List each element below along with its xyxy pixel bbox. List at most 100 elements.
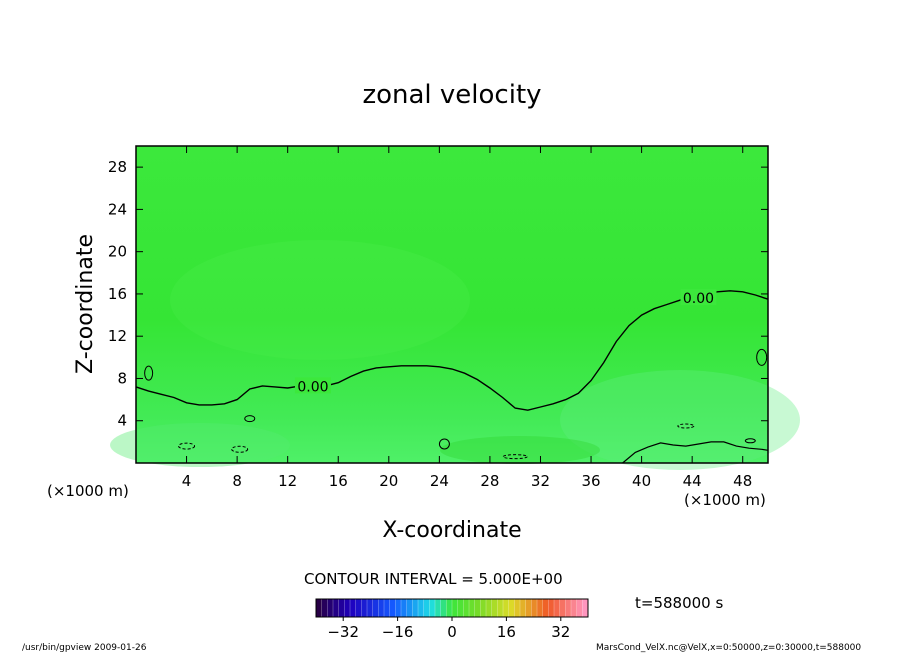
colorbar-cell [338,599,345,617]
negative-contour [677,423,695,429]
x-tick-label: 16 [329,472,348,490]
colorbar-cell [542,599,549,617]
colorbar-cell [520,599,526,617]
small-contour [244,415,256,423]
small-contour [144,365,154,381]
colorbar-cell [406,599,413,617]
y-tick-label: 12 [108,327,127,345]
colorbar-cell [344,599,351,617]
colorbar-cell [361,599,368,617]
colorbar-cell [316,599,322,617]
x-axis-label: X-coordinate [382,518,521,543]
x-tick-label: 12 [278,472,297,490]
x-unit-left: (×1000 m) [47,482,129,500]
negative-contour [502,454,528,460]
colorbar-cell [355,599,362,617]
colorbar-cell [480,599,487,617]
field-shade [560,370,800,470]
negative-contour [178,442,196,450]
negative-contour [231,445,249,453]
colorbar-cell [423,599,430,617]
colorbar-cell [576,599,583,617]
colorbar-tick-label: −16 [382,623,414,641]
colorbar-cell [463,599,470,617]
x-tick-label: 4 [182,472,192,490]
x-tick-label: 24 [430,472,449,490]
colorbar-cell [582,599,589,617]
colorbar-tick-label: 16 [497,623,516,641]
colorbar-cell [367,599,373,617]
colorbar [315,598,589,618]
colorbar-tick-label: 32 [551,623,570,641]
colorbar-cell [321,599,328,617]
footer-left: /usr/bin/gpview 2009-01-26 [22,643,147,653]
x-tick-label: 20 [379,472,398,490]
y-tick-label: 16 [108,285,127,303]
colorbar-cell [395,599,402,617]
y-tick-label: 4 [117,412,127,430]
small-contour [438,438,450,450]
colorbar-cell [372,599,379,617]
time-label: t=588000 s [635,594,723,612]
colorbar-ticks: −32 −16 0 16 32 [327,617,570,641]
colorbar-cell [378,599,385,617]
near-surface-contour-line [622,441,769,464]
small-contour [744,438,756,444]
y-tick-label: 28 [108,158,127,176]
colorbar-cell [440,599,447,617]
colorbar-cell [435,599,441,617]
x-tick-label: 40 [632,472,651,490]
colorbar-cell [350,599,356,617]
x-tick-label: 8 [232,472,242,490]
contour-label: 0.00 [683,291,714,307]
x-unit-right: (×1000 m) [684,491,766,509]
contour-label-bg [680,289,717,306]
colorbar-cell [333,599,339,617]
colorbar-cell [537,599,543,617]
colorbar-cell [508,599,515,617]
colorbar-cell [559,599,566,617]
colorbar-tick-label: 0 [447,623,457,641]
y-tick-label: 20 [108,243,127,261]
x-tick-label: 44 [683,472,702,490]
field-shade [440,436,600,464]
y-axis-ticks: 4 8 12 16 20 24 28 [108,158,768,430]
colorbar-cell [486,599,492,617]
small-contour [756,348,768,366]
colorbar-cell [571,599,577,617]
x-axis-ticks: 4 8 12 16 20 24 28 32 36 40 44 48 [182,146,752,490]
plot-frame [135,145,769,464]
colorbar-cell [503,599,509,617]
contour-label-bg [294,377,331,394]
colorbar-cell [565,599,572,617]
colorbar-cell [474,599,481,617]
colorbar-cell [429,599,436,617]
contour-label: 0.00 [297,379,328,395]
y-axis-label: Z-coordinate [73,234,98,374]
x-tick-label: 36 [581,472,600,490]
colorbar-cell [514,599,521,617]
colorbar-cell [389,599,396,617]
colorbar-cell [452,599,458,617]
colorbar-cell [457,599,464,617]
y-tick-label: 8 [117,369,127,387]
colorbar-cell [531,599,538,617]
zero-contour-line [135,290,769,411]
colorbar-cell [554,599,560,617]
colorbar-cell [327,599,334,617]
x-tick-label: 48 [733,472,752,490]
colorbar-cell [491,599,498,617]
colorbar-cell [384,599,390,617]
x-tick-label: 28 [480,472,499,490]
footer-right: MarsCond_VelX.nc@VelX,x=0:50000,z=0:3000… [596,643,861,653]
colorbar-cell [401,599,407,617]
colorbar-cell [446,599,453,617]
colorbar-cell [412,599,419,617]
y-tick-label: 24 [108,200,127,218]
colorbar-cell [497,599,504,617]
contour-lines: 0.00 0.00 [135,289,769,464]
colorbar-tick-label: −32 [327,623,359,641]
colorbar-cell [548,599,555,617]
colorbar-cell [525,599,532,617]
